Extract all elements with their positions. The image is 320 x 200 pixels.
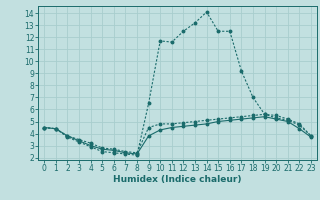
X-axis label: Humidex (Indice chaleur): Humidex (Indice chaleur)	[113, 175, 242, 184]
